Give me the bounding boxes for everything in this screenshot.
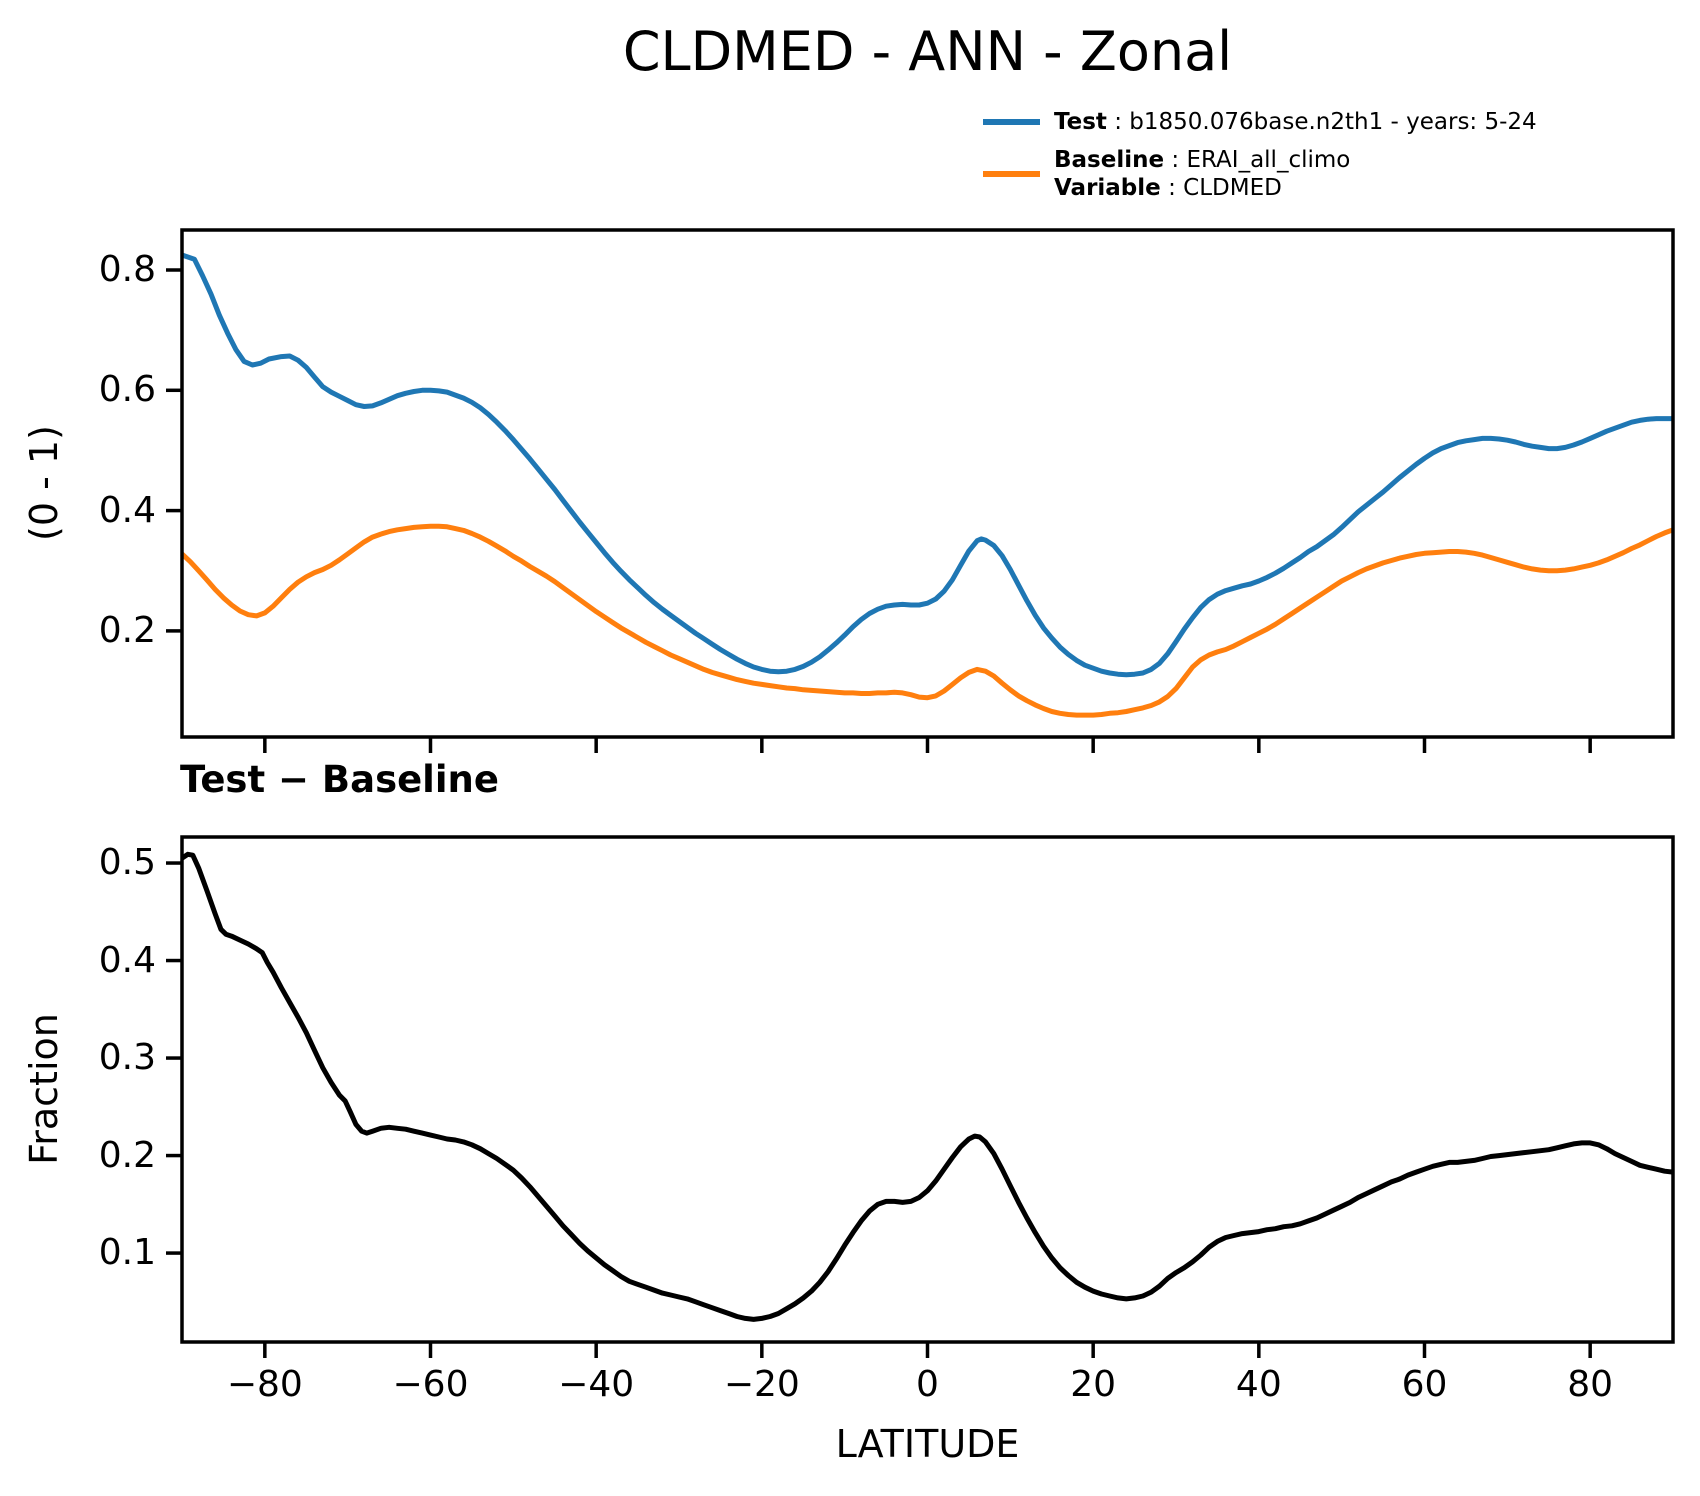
x-tick-label: −80 — [226, 1364, 303, 1405]
chart-title: CLDMED - ANN - Zonal — [622, 20, 1233, 83]
series-line-test-baseline — [180, 851, 1674, 1322]
legend-test-label: Test — [1054, 109, 1107, 135]
y-tick-label: 0.2 — [98, 1134, 156, 1176]
y-tick-label: 0.8 — [98, 248, 156, 290]
series-line-test — [181, 252, 1673, 678]
difference-axes — [166, 835, 1675, 1358]
legend-test-text: Test : b1850.076base.n2th1 - years: 5-24 — [1054, 108, 1537, 136]
legend: Test : b1850.076base.n2th1 - years: 5-24… — [983, 108, 1537, 202]
legend-baseline-label: Baseline — [1054, 147, 1165, 173]
x-tick-label: 80 — [1567, 1364, 1614, 1405]
legend-entry-test: Test : b1850.076base.n2th1 - years: 5-24 — [983, 108, 1537, 136]
legend-baseline-block: Baseline : ERAI_all_climo Variable : CLD… — [1054, 146, 1350, 202]
baseline-line-swatch — [983, 171, 1040, 177]
y-tick-label: 0.4 — [98, 939, 156, 981]
y-tick-label: 0.1 — [98, 1232, 156, 1274]
legend-variable-text: Variable : CLDMED — [1054, 174, 1350, 202]
y-tick-label: 0.4 — [98, 489, 156, 531]
y-tick-label: 0.2 — [98, 609, 156, 651]
legend-baseline-value: : ERAI_all_climo — [1164, 147, 1351, 173]
difference-panel-title: Test − Baseline — [180, 758, 499, 801]
x-tick-label: −60 — [392, 1364, 469, 1405]
series-line-baseline — [180, 523, 1674, 718]
legend-entry-baseline: Baseline : ERAI_all_climo Variable : CLD… — [983, 146, 1537, 202]
legend-variable-label: Variable — [1054, 175, 1161, 201]
y-tick-label: 0.6 — [98, 369, 156, 411]
x-tick-label: −20 — [723, 1364, 800, 1405]
legend-baseline-text: Baseline : ERAI_all_climo — [1054, 146, 1350, 174]
x-tick-label: 60 — [1401, 1364, 1448, 1405]
y-tick-label: 0.5 — [98, 842, 156, 884]
legend-test-value: : b1850.076base.n2th1 - years: 5-24 — [1106, 109, 1537, 135]
x-tick-label: 40 — [1235, 1364, 1282, 1405]
legend-variable-value: : CLDMED — [1160, 175, 1282, 201]
axes-spines — [180, 228, 1675, 739]
zonal-mean-axes — [166, 228, 1675, 753]
x-tick-label: 20 — [1070, 1364, 1117, 1405]
x-tick-label: 0 — [916, 1364, 939, 1405]
axes-spines — [180, 835, 1675, 1344]
y-tick-label: 0.3 — [98, 1037, 156, 1079]
x-tick-label: −40 — [558, 1364, 635, 1405]
test-line-swatch — [983, 119, 1040, 125]
x-axis-label: LATITUDE — [835, 1422, 1020, 1466]
